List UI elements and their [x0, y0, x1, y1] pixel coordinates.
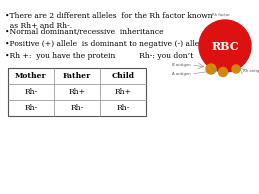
Text: Rh+: Rh+ [68, 88, 85, 96]
Text: Father: Father [63, 72, 91, 80]
Circle shape [199, 20, 251, 72]
Text: B antigen: B antigen [172, 63, 191, 67]
Text: A antigen: A antigen [172, 72, 191, 76]
Circle shape [206, 64, 216, 74]
Text: RBC: RBC [211, 41, 239, 51]
Circle shape [219, 68, 227, 76]
Text: Mother: Mother [15, 72, 47, 80]
Text: Rh-: Rh- [24, 88, 38, 96]
Text: •Positive (+) allele  is dominant to negative (-) allele: •Positive (+) allele is dominant to nega… [5, 40, 206, 48]
Text: Rh-: Rh- [70, 104, 84, 112]
Text: •There are 2 different alleles  for the Rh factor known
  as Rh+ and Rh-.: •There are 2 different alleles for the R… [5, 12, 213, 30]
Text: •Normal dominant/recessive  inheritance: •Normal dominant/recessive inheritance [5, 28, 164, 36]
Text: Rh antigen: Rh antigen [243, 69, 259, 73]
Text: Rh-: Rh- [116, 104, 130, 112]
Text: Rh-: Rh- [24, 104, 38, 112]
Text: •Rh +:  you have the protein          Rh-: you don’t: •Rh +: you have the protein Rh-: you don… [5, 52, 193, 60]
Text: Child: Child [112, 72, 134, 80]
Circle shape [232, 65, 240, 73]
Text: Rh+: Rh+ [114, 88, 132, 96]
Text: Rh factor: Rh factor [212, 13, 230, 17]
Bar [8, 68, 146, 116]
